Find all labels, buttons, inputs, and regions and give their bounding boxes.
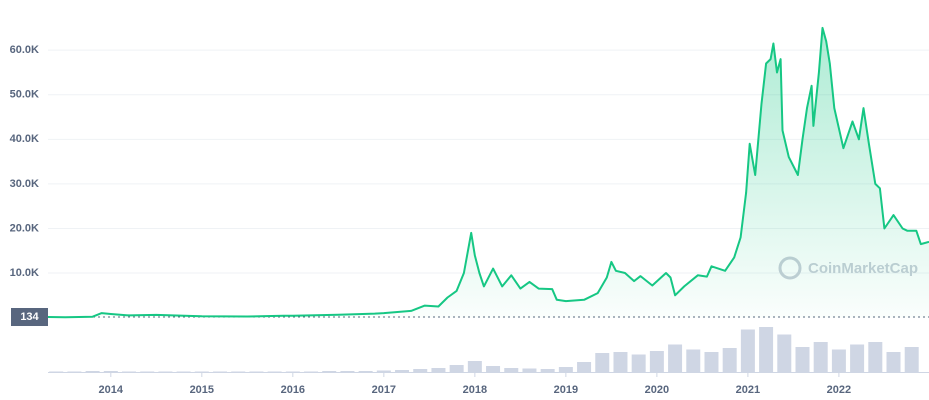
start-value-box <box>11 308 48 327</box>
volume-bar <box>213 371 228 372</box>
volume-bar <box>85 371 100 372</box>
x-tick-label: 2015 <box>190 384 214 396</box>
volume-bar <box>613 352 628 372</box>
start-value-label: 134 <box>20 311 39 323</box>
volume-bar <box>285 371 300 372</box>
volume-bar <box>813 342 828 372</box>
volume-bar <box>249 371 264 372</box>
volume-bar <box>759 327 774 372</box>
price-line <box>47 26 929 319</box>
volume-bar <box>686 349 701 372</box>
volume-bar <box>322 371 337 372</box>
volume-bar <box>67 371 82 372</box>
x-tick-label: 2017 <box>372 384 396 396</box>
volume-bar <box>194 371 209 372</box>
x-tick-label: 2014 <box>99 384 124 396</box>
y-tick-label: 40.0K <box>10 133 39 145</box>
volume-bar <box>868 342 883 372</box>
x-tick-label: 2020 <box>645 384 669 396</box>
volume-bar <box>631 354 646 372</box>
volume-bar <box>358 371 373 372</box>
volume-bar <box>740 329 755 372</box>
volume-bar <box>140 371 155 372</box>
volume-bar <box>103 371 118 372</box>
volume-bar <box>831 349 846 372</box>
volume-bar <box>795 347 810 372</box>
volume-bar <box>704 352 719 372</box>
volume-bar <box>340 371 355 372</box>
volume-bar <box>668 344 683 372</box>
x-tick-label: 2021 <box>736 384 760 396</box>
volume-bar <box>304 371 319 372</box>
volume-bar <box>467 361 482 372</box>
y-tick-label: 20.0K <box>10 222 39 234</box>
volume-bar <box>431 368 446 372</box>
volume-bar <box>595 353 610 372</box>
volume-bar <box>49 371 64 372</box>
volume-bar <box>504 368 519 372</box>
x-tick-label: 2018 <box>463 384 487 396</box>
y-tick-label: 30.0K <box>10 178 39 190</box>
volume-bar <box>122 371 137 372</box>
volume-bar <box>486 366 501 372</box>
volume-bar <box>904 347 919 372</box>
x-tick-label: 2016 <box>281 384 305 396</box>
volume-bar <box>158 371 173 372</box>
volume-bar <box>413 369 428 372</box>
volume-bar <box>577 362 592 372</box>
volume-bar <box>267 371 282 372</box>
x-tick-label: 2019 <box>554 384 578 396</box>
volume-bar <box>449 365 464 372</box>
volume-bar <box>777 334 792 372</box>
x-tick-label: 2022 <box>827 384 851 396</box>
y-tick-label: 10.0K <box>10 267 39 279</box>
volume-bar <box>649 351 664 372</box>
volume-bar <box>176 371 191 372</box>
volume-bar <box>395 370 410 372</box>
price-area <box>48 27 929 318</box>
volume-bar <box>722 348 737 372</box>
volume-bar <box>558 367 573 372</box>
volume-bar <box>540 369 555 372</box>
volume-bar <box>376 370 391 372</box>
y-tick-label: 60.0K <box>10 44 39 56</box>
volume-bar <box>522 368 537 372</box>
volume-bar <box>886 352 901 372</box>
volume-bar <box>850 344 865 372</box>
volume-bar <box>231 371 246 372</box>
y-tick-label: 50.0K <box>10 89 39 101</box>
